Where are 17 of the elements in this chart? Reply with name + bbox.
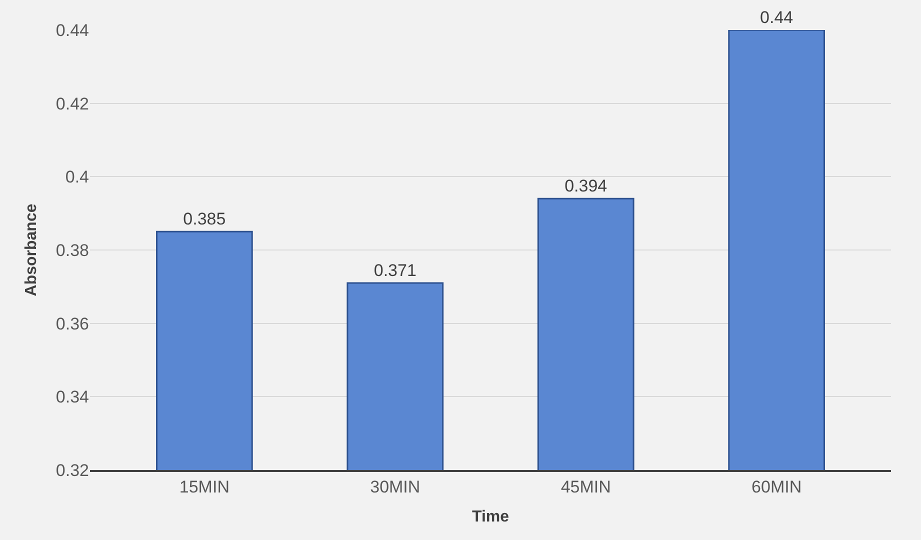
y-tick-label: 0.38	[56, 240, 89, 260]
data-label: 0.44	[760, 8, 794, 27]
y-tick-label: 0.34	[56, 388, 89, 407]
x-tick-label: 30MIN	[370, 477, 420, 496]
x-tick-label: 45MIN	[560, 477, 611, 496]
y-tick-label: 0.36	[56, 314, 89, 334]
y-tick-label: 0.42	[56, 94, 89, 114]
x-axis-title: Time	[472, 508, 510, 526]
x-tick-label: 60MIN	[752, 477, 802, 496]
data-label: 0.385	[183, 210, 226, 229]
data-label: 0.371	[374, 261, 416, 280]
y-tick-label: 0.4	[65, 168, 89, 187]
y-axis-title: Absorbance	[22, 204, 40, 296]
y-tick-label: 0.44	[56, 20, 89, 40]
data-label: 0.394	[564, 176, 608, 196]
x-tick-label: 15MIN	[179, 477, 230, 496]
y-tick-label: 0.32	[56, 460, 89, 480]
